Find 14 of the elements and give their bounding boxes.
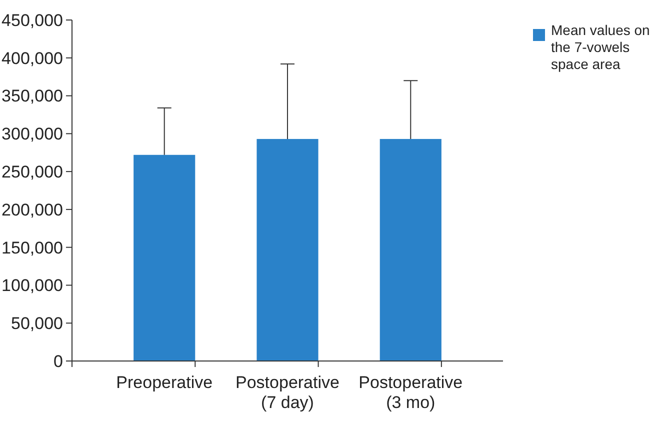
y-tick-label: 100,000 — [2, 276, 63, 296]
x-tick-label: Postoperative (7 day) — [236, 373, 340, 412]
y-tick-label: 250,000 — [2, 162, 63, 182]
y-tick-label: 350,000 — [2, 86, 63, 106]
y-tick-label: 300,000 — [2, 124, 63, 144]
y-tick-label: 450,000 — [2, 10, 63, 30]
y-tick-label: 150,000 — [2, 238, 63, 258]
x-tick-label: Postoperative (3 mo) — [358, 373, 463, 412]
y-tick-label: 400,000 — [2, 48, 63, 68]
legend-label: Mean values on the 7-vowels space area — [551, 22, 650, 72]
y-tick-label: 200,000 — [2, 200, 63, 220]
x-tick-label: Preoperative — [116, 373, 213, 392]
y-tick-label: 50,000 — [11, 314, 63, 334]
y-tick-label: 0 — [54, 352, 63, 371]
